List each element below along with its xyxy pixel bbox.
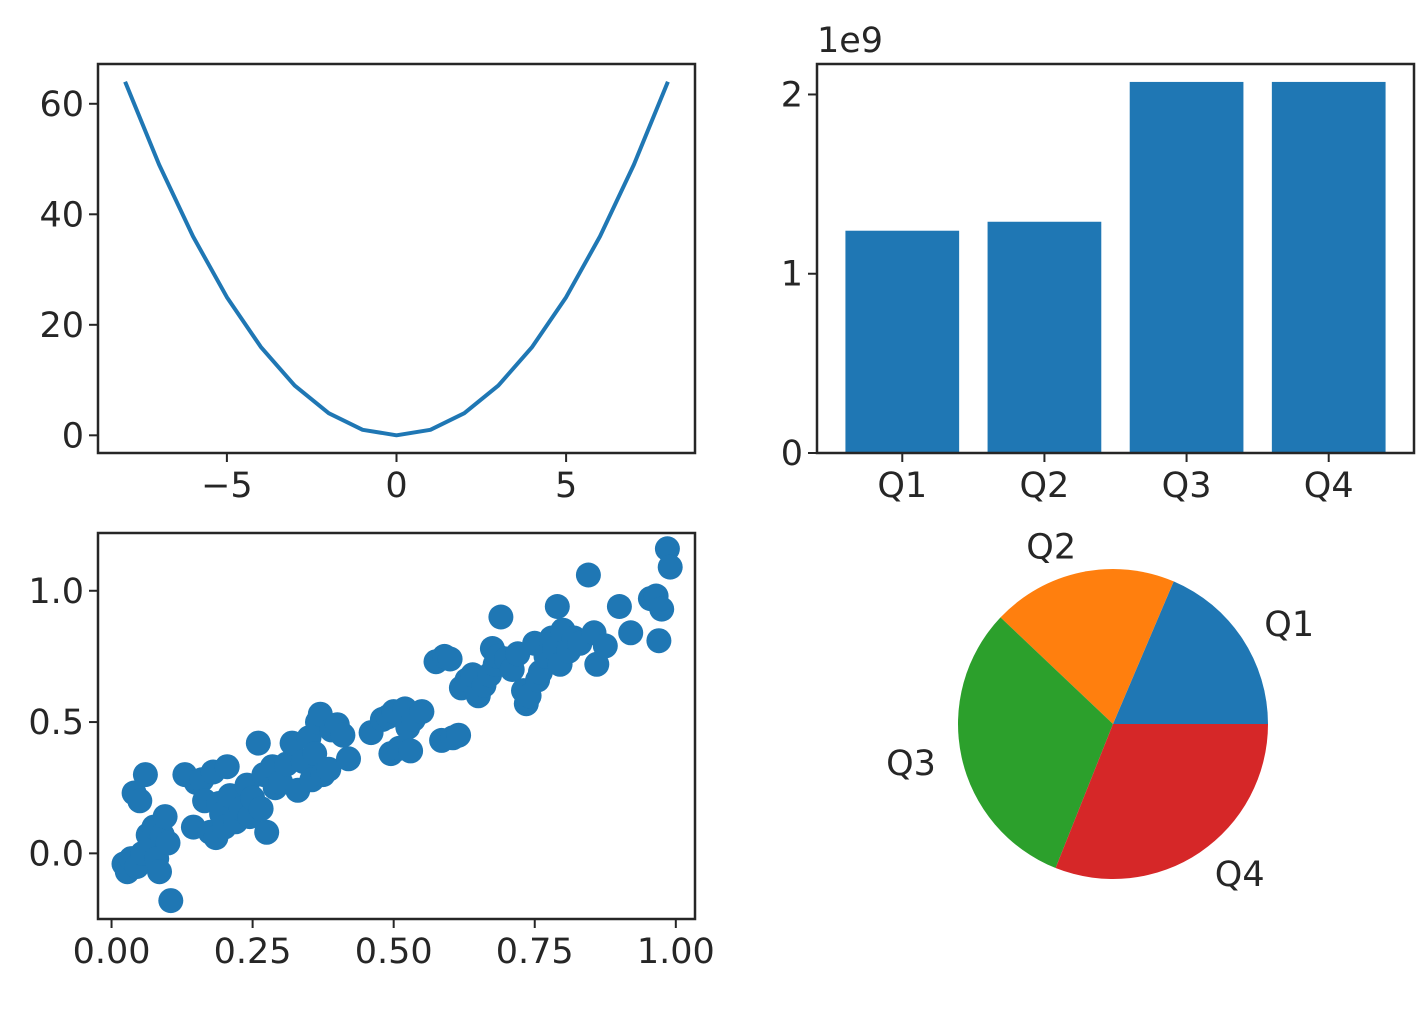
bar xyxy=(1129,81,1244,453)
scatter-point xyxy=(592,633,618,659)
y-tick-label: 40 xyxy=(39,195,84,235)
x-tick-label: 1.00 xyxy=(637,932,715,972)
x-tick-label: 0.25 xyxy=(214,932,292,972)
pie-slice xyxy=(1000,569,1174,724)
x-tick-label: 5 xyxy=(555,466,577,506)
scatter-point xyxy=(214,754,240,780)
scatter-point xyxy=(398,738,424,764)
line-chart: −5 0 5 0 20 40 60 xyxy=(39,62,697,506)
y-tick-label: 1 xyxy=(781,255,803,295)
scatter-point xyxy=(654,536,680,562)
scatter-point xyxy=(245,730,271,756)
x-tick-label: 0.50 xyxy=(355,932,433,972)
y-tick-label: 20 xyxy=(39,306,84,346)
x-tick-label: 0.75 xyxy=(496,932,574,972)
bar xyxy=(987,221,1102,453)
scatter-point xyxy=(649,596,675,622)
scatter-point xyxy=(646,628,672,654)
scatter-point xyxy=(446,722,472,748)
pie-slice xyxy=(1055,724,1268,880)
x-tick-label: Q3 xyxy=(1162,466,1212,506)
x-tick-label: Q1 xyxy=(877,466,927,506)
scatter-point xyxy=(127,788,153,814)
scatter-point xyxy=(437,646,463,672)
bar-chart: Q1 Q2 Q3 Q4 0 1 2 1e9 xyxy=(781,21,1416,506)
scatter-point xyxy=(155,830,181,856)
y-tick-label: 0 xyxy=(781,434,803,474)
y-tick-label: 0 xyxy=(62,416,84,456)
scatter-point xyxy=(488,604,514,630)
scatter-point xyxy=(158,888,184,914)
bar xyxy=(1271,81,1386,453)
scatter-point xyxy=(618,620,644,646)
x-tick-label: Q4 xyxy=(1304,466,1354,506)
scatter-point xyxy=(316,756,342,782)
axes-frame xyxy=(96,62,697,455)
scatter-point xyxy=(248,796,274,822)
axes-frame xyxy=(96,531,697,921)
y-tick-label: 2 xyxy=(781,75,803,115)
scatter-point xyxy=(544,594,570,619)
scatter-point xyxy=(152,804,178,830)
scatter-point xyxy=(330,722,356,748)
scatter-point xyxy=(336,746,361,772)
pie-label: Q4 xyxy=(1215,855,1265,895)
series-line xyxy=(123,80,670,438)
y-tick-label: 0.5 xyxy=(28,703,84,743)
scatter-point xyxy=(409,699,435,725)
x-tick-label: 0 xyxy=(385,466,407,506)
pie-label: Q3 xyxy=(886,744,936,784)
pie-slice xyxy=(1113,581,1268,724)
y-tick-label: 0.0 xyxy=(28,834,84,874)
pie-label: Q2 xyxy=(1026,527,1076,567)
pie-label: Q1 xyxy=(1264,605,1314,645)
scatter-point xyxy=(147,859,172,885)
scatter-point xyxy=(606,594,632,619)
y-tick-label: 60 xyxy=(39,85,84,125)
y-tick-label: 1.0 xyxy=(28,572,84,612)
x-tick-label: −5 xyxy=(201,466,253,506)
scatter-point xyxy=(254,819,280,845)
scatter-chart: 0.00 0.25 0.50 0.75 1.00 0.0 0.5 1.0 xyxy=(28,531,715,972)
pie-slice xyxy=(958,617,1113,868)
bar xyxy=(845,230,960,453)
scatter-point xyxy=(657,554,683,580)
scatter-point xyxy=(132,762,158,788)
pie-chart: Q1 Q2 Q3 Q4 xyxy=(886,527,1314,895)
x-tick-label: 0.00 xyxy=(73,932,151,972)
scatter-point xyxy=(575,562,601,588)
x-tick-label: Q2 xyxy=(1020,466,1070,506)
offset-label: 1e9 xyxy=(817,21,883,61)
axes-frame xyxy=(815,62,1416,455)
